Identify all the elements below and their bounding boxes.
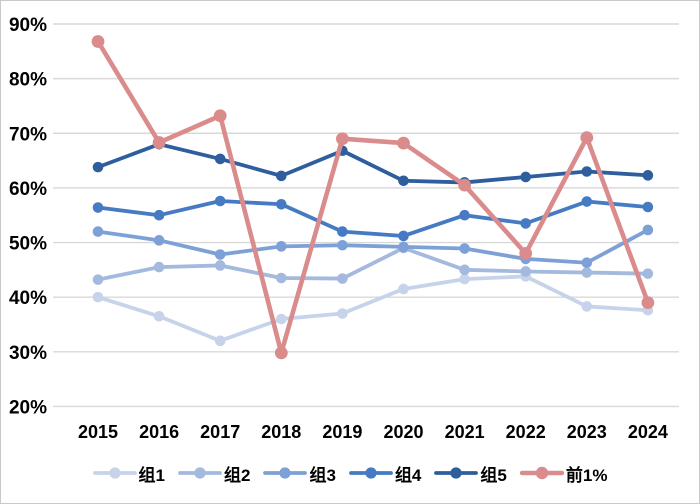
data-point — [276, 171, 287, 182]
y-axis-tick-label: 20% — [9, 397, 47, 418]
x-axis-tick-label: 2018 — [261, 422, 301, 442]
data-point — [580, 131, 593, 144]
data-point — [276, 314, 287, 325]
legend-item-组3: 组3 — [263, 461, 335, 486]
data-point — [336, 132, 349, 145]
data-point — [582, 301, 593, 312]
y-axis-tick-label: 90% — [9, 15, 47, 36]
legend-marker-icon — [434, 464, 478, 482]
chart-container: 20% 30% 40% 50% 60% 70% 80% 90% 2015 2016 2017 2018… — [0, 0, 700, 504]
series-line-组1 — [98, 276, 648, 340]
x-axis-tick-label: 2017 — [200, 422, 240, 442]
x-axis-tick-label: 2024 — [628, 422, 668, 442]
y-axis-tick-label: 40% — [9, 288, 47, 309]
data-point — [398, 175, 409, 186]
data-point — [520, 218, 531, 229]
data-point — [93, 226, 104, 237]
data-point — [643, 202, 654, 213]
data-point — [93, 162, 104, 173]
data-point — [276, 241, 287, 252]
data-point — [215, 260, 226, 271]
data-point — [643, 170, 654, 181]
series-line-前1% — [98, 41, 648, 352]
data-point — [337, 240, 348, 251]
legend-item-组4: 组4 — [349, 461, 421, 486]
legend-label: 组1 — [139, 461, 165, 486]
x-axis-tick-label: 2016 — [139, 422, 179, 442]
data-point — [643, 225, 654, 236]
data-point — [459, 210, 470, 221]
data-point — [215, 336, 226, 347]
data-point — [154, 235, 165, 246]
data-point — [153, 136, 166, 149]
y-axis-tick-label: 60% — [9, 179, 47, 200]
legend-label: 组4 — [395, 461, 421, 486]
y-axis-tick-label: 70% — [9, 124, 47, 145]
data-point — [276, 273, 287, 284]
data-point — [582, 257, 593, 268]
data-point — [154, 311, 165, 322]
data-point — [642, 296, 655, 309]
data-point — [520, 172, 531, 183]
data-point — [337, 273, 348, 284]
data-point — [519, 247, 532, 260]
data-point — [214, 109, 227, 122]
data-point — [397, 137, 410, 150]
data-point — [582, 166, 593, 177]
data-point — [337, 308, 348, 319]
legend-marker-icon — [263, 464, 307, 482]
data-point — [276, 199, 287, 210]
data-point — [215, 249, 226, 260]
legend-label: 组3 — [309, 461, 335, 486]
data-point — [154, 210, 165, 221]
line-chart: 20% 30% 40% 50% 60% 70% 80% 90% 2015 2016 2017 2018… — [1, 1, 700, 453]
data-point — [458, 179, 471, 192]
legend-item-组5: 组5 — [434, 461, 506, 486]
x-axis-tick-label: 2020 — [383, 422, 423, 442]
data-point — [459, 243, 470, 254]
y-axis-tick-label: 80% — [9, 70, 47, 91]
data-point — [459, 274, 470, 285]
data-point — [582, 196, 593, 207]
data-point — [215, 154, 226, 165]
x-axis-tick-label: 2022 — [506, 422, 546, 442]
x-axis-tick-label: 2023 — [567, 422, 607, 442]
data-point — [215, 196, 226, 207]
y-axis-tick-label: 30% — [9, 343, 47, 364]
data-point — [398, 242, 409, 253]
legend-marker-icon — [520, 464, 564, 482]
data-point — [93, 202, 104, 213]
series-line-组4 — [98, 201, 648, 236]
data-point — [520, 266, 531, 277]
data-point — [337, 226, 348, 237]
legend-item-组2: 组2 — [178, 461, 250, 486]
legend-marker-icon — [178, 464, 222, 482]
y-axis-tick-label: 50% — [9, 234, 47, 255]
data-point — [582, 267, 593, 278]
data-point — [459, 265, 470, 276]
series-line-组2 — [98, 248, 648, 280]
data-point — [92, 35, 105, 48]
data-point — [275, 346, 288, 359]
data-point — [93, 274, 104, 285]
data-point — [398, 284, 409, 295]
data-point — [398, 231, 409, 242]
x-axis-tick-label: 2021 — [445, 422, 485, 442]
legend-label: 前1% — [566, 461, 608, 486]
x-axis-tick-label: 2019 — [322, 422, 362, 442]
data-point — [93, 292, 104, 303]
legend-label: 组5 — [480, 461, 506, 486]
data-point — [154, 262, 165, 273]
legend-marker-icon — [349, 464, 393, 482]
data-point — [643, 268, 654, 279]
legend-item-组1: 组1 — [93, 461, 165, 486]
x-axis-tick-label: 2015 — [78, 422, 118, 442]
legend-marker-icon — [93, 464, 137, 482]
chart-legend: 组1 组2 组3 组4 组5 前1% — [1, 453, 699, 493]
legend-item-前1%: 前1% — [520, 461, 608, 486]
legend-label: 组2 — [224, 461, 250, 486]
